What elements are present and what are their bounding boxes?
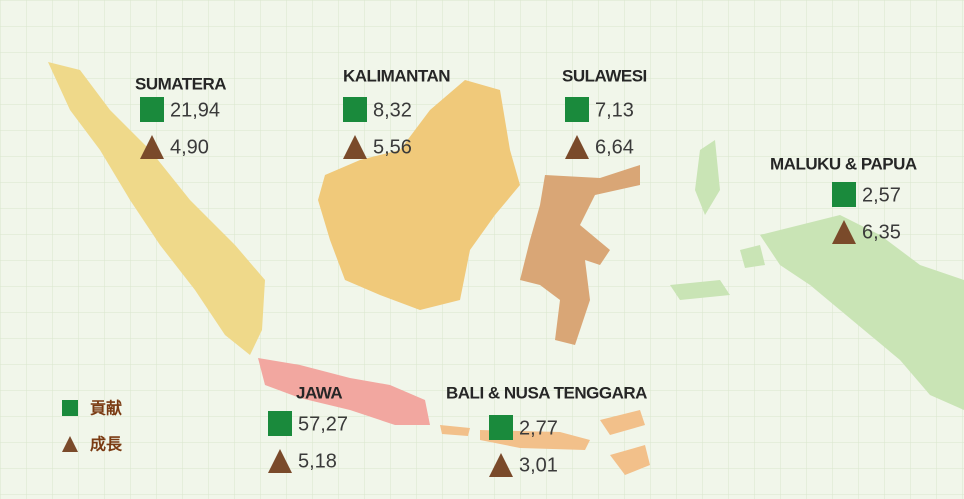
growth-marker: [832, 220, 856, 244]
island-kalimantan: [318, 80, 520, 310]
legend-square: [62, 400, 78, 416]
region-name: MALUKU & PAPUA: [770, 154, 917, 173]
contribution-value: 21,94: [170, 99, 220, 121]
island-sumatera: [48, 62, 265, 355]
region-name: JAWA: [296, 383, 342, 402]
growth-marker: [565, 135, 589, 159]
growth-marker: [343, 135, 367, 159]
contribution-value: 8,32: [373, 99, 412, 121]
growth-value: 6,35: [862, 221, 901, 243]
growth-marker: [489, 453, 513, 477]
contribution-value: 57,27: [298, 413, 348, 435]
contribution-marker: [565, 97, 589, 122]
legend-triangle: [62, 436, 78, 452]
growth-value: 5,56: [373, 136, 412, 158]
island-papua: [760, 215, 964, 410]
growth-marker: [140, 135, 164, 159]
region-name: SUMATERA: [135, 74, 226, 93]
island-maluku: [670, 140, 765, 300]
legend-contribution: 貢献: [90, 399, 122, 418]
growth-value: 4,90: [170, 136, 209, 158]
contribution-marker: [489, 415, 513, 440]
contribution-value: 2,57: [862, 184, 901, 206]
growth-value: 6,64: [595, 136, 634, 158]
contribution-marker: [140, 97, 164, 122]
region-name: KALIMANTAN: [343, 66, 450, 85]
contribution-marker: [832, 182, 856, 207]
growth-marker: [268, 449, 292, 473]
island-jawa: [258, 358, 430, 425]
region-name: SULAWESI: [562, 66, 647, 85]
contribution-marker: [343, 97, 367, 122]
island-nusa-tenggara: [440, 410, 650, 475]
region-name: BALI & NUSA TENGGARA: [446, 383, 647, 402]
island-sulawesi: [520, 165, 640, 345]
contribution-marker: [268, 411, 292, 436]
growth-value: 3,01: [519, 454, 558, 476]
contribution-value: 7,13: [595, 99, 634, 121]
contribution-value: 2,77: [519, 417, 558, 439]
growth-value: 5,18: [298, 450, 337, 472]
legend-growth: 成長: [90, 435, 123, 454]
